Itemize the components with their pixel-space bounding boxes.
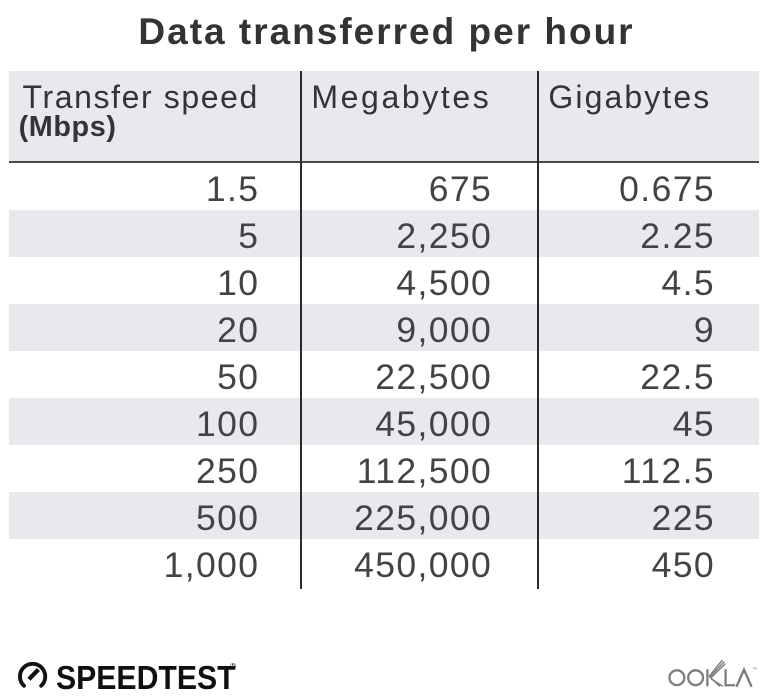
svg-text:™: ™ xyxy=(752,667,758,673)
